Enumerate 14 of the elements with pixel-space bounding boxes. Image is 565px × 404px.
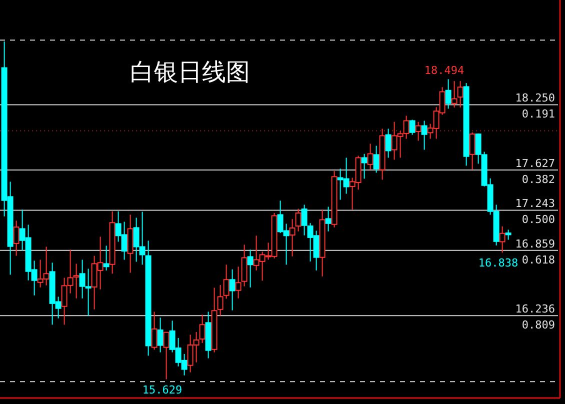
ref-line-label: 17.243: [515, 197, 555, 210]
annotation: 16.838: [478, 256, 518, 270]
ref-line-label: 17.627: [515, 156, 555, 170]
annotation: 18.494: [424, 64, 465, 78]
text: 白银日线图: [130, 58, 250, 86]
ref-line-label: 16.859: [515, 237, 555, 250]
annotation: 0.618: [522, 253, 555, 266]
annotation: 0.382: [522, 172, 555, 186]
annotation: 0.500: [522, 213, 555, 226]
annotation: 15.629: [142, 383, 182, 396]
annotation: 0.809: [522, 318, 555, 332]
ref-line-label: 16.236: [515, 302, 555, 316]
annotation: 0.191: [522, 108, 555, 121]
ref-line-label: 18.250: [515, 92, 555, 105]
